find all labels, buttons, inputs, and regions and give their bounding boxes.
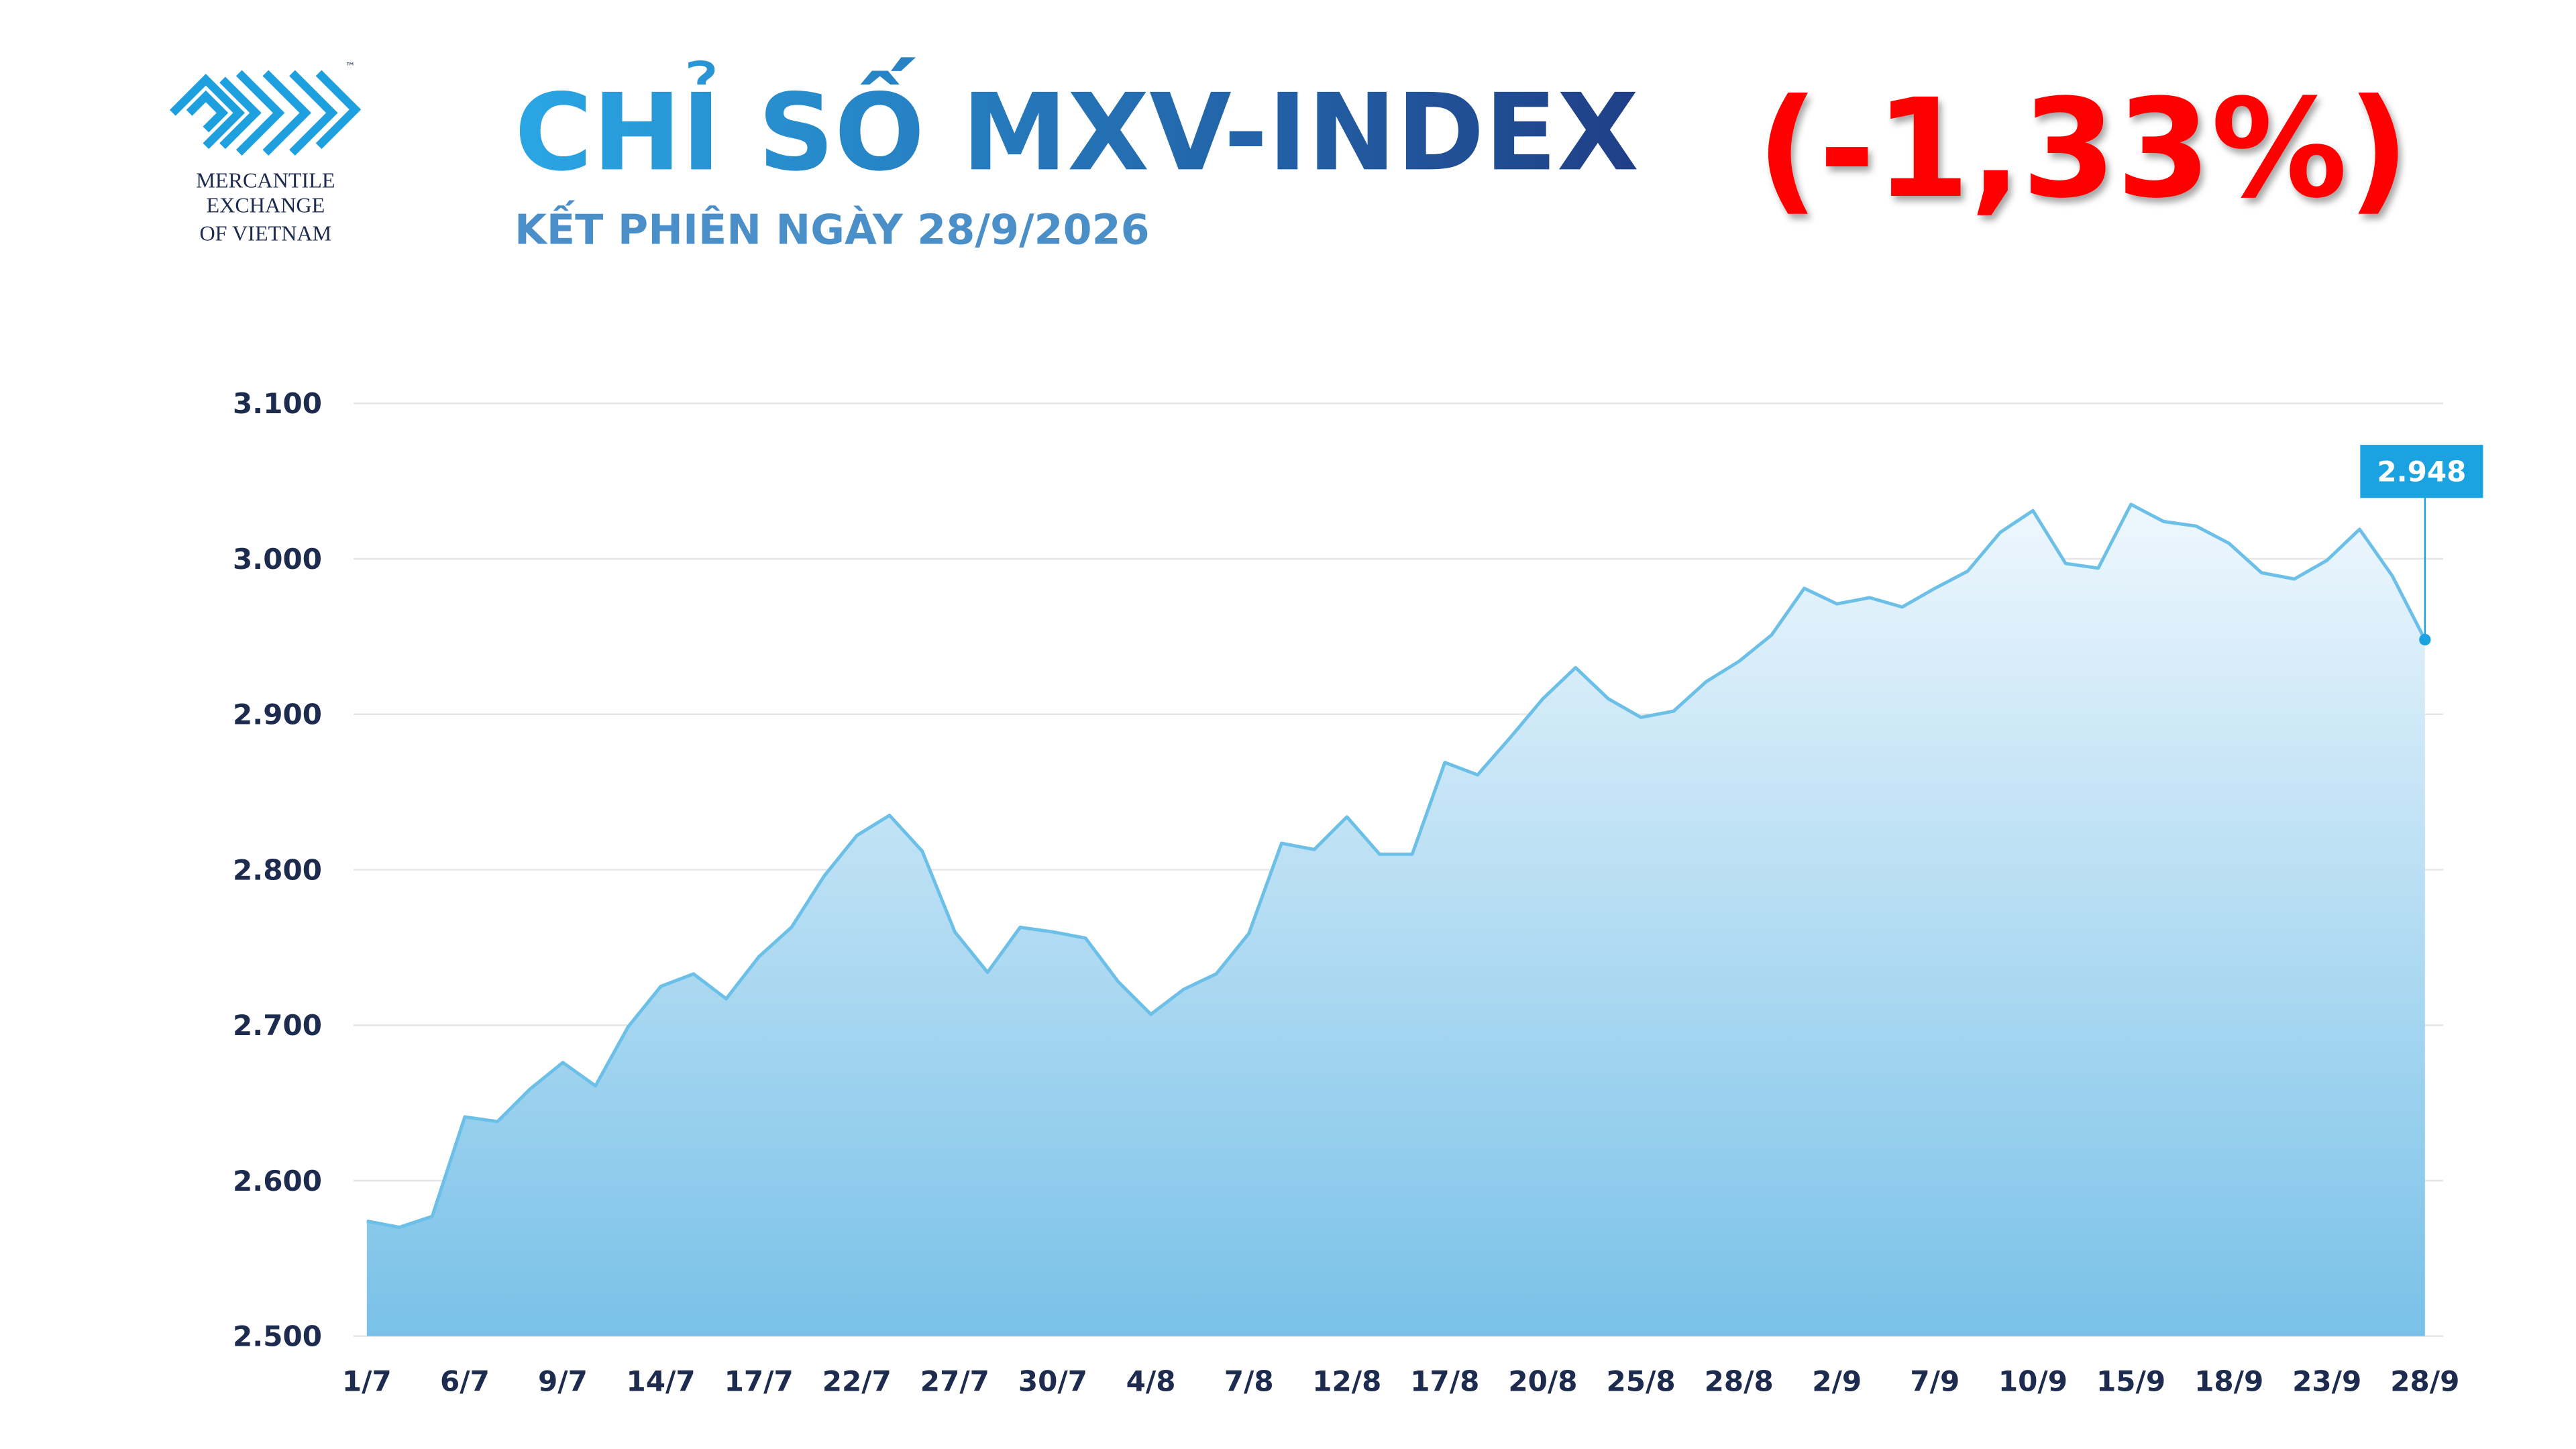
area xyxy=(366,504,2425,1336)
x-tick-label: 7/9 xyxy=(1910,1364,1960,1397)
logo-text: MERCANTILE xyxy=(196,168,335,193)
x-tick-label: 1/7 xyxy=(342,1364,392,1397)
x-tick-label: 6/7 xyxy=(440,1364,490,1397)
x-tick-label: 17/8 xyxy=(1410,1364,1479,1397)
y-tick-label: 2.900 xyxy=(233,698,322,731)
x-tick-label: 14/7 xyxy=(627,1364,696,1397)
line xyxy=(366,502,2427,1229)
x-tick-label: 17/7 xyxy=(724,1364,794,1397)
y-tick-label: 2.700 xyxy=(233,1009,322,1042)
logo-tm: ™ xyxy=(345,61,356,72)
logo-text: EXCHANGE xyxy=(206,193,325,217)
x-tick-label: 23/9 xyxy=(2292,1364,2361,1397)
x-tick-label: 15/9 xyxy=(2096,1364,2165,1397)
x-tick-label: 25/8 xyxy=(1606,1364,1675,1397)
change-label: (-1,33%) xyxy=(1756,70,2409,228)
value-label: 2.948 xyxy=(2377,455,2466,488)
x-tick-label: 12/8 xyxy=(1312,1364,1381,1397)
y-tick-label: 3.000 xyxy=(233,543,322,576)
chart-subtitle: KẾT PHIÊN NGÀY 28/9/2026 xyxy=(515,200,1150,254)
label-box xyxy=(2360,445,2483,498)
chart-title: CHỈ SỐ MXV-INDEX xyxy=(515,56,1639,195)
x-tick-label: 4/8 xyxy=(1126,1364,1176,1397)
x-tick-label: 22/7 xyxy=(822,1364,892,1397)
y-tick-label: 2.600 xyxy=(233,1165,322,1197)
y-tick-label: 2.800 xyxy=(233,853,322,886)
x-tick-label: 28/8 xyxy=(1705,1364,1774,1397)
x-tick-label: 20/8 xyxy=(1508,1364,1577,1397)
logo-text: OF VIETNAM xyxy=(199,221,331,246)
x-tick-label: 2/9 xyxy=(1812,1364,1862,1397)
y-tick-label: 3.100 xyxy=(233,387,322,420)
logo-mark xyxy=(169,70,362,156)
x-tick-label: 10/9 xyxy=(1998,1364,2068,1397)
x-tick-label: 28/9 xyxy=(2390,1364,2459,1397)
x-tick-label: 9/7 xyxy=(538,1364,588,1397)
x-tick-label: 7/8 xyxy=(1224,1364,1274,1397)
point xyxy=(2419,633,2431,646)
x-tick-label: 27/7 xyxy=(920,1364,989,1397)
x-tick-label: 18/9 xyxy=(2194,1364,2263,1397)
x-tick-label: 30/7 xyxy=(1018,1364,1087,1397)
y-tick-label: 2.500 xyxy=(233,1320,322,1353)
